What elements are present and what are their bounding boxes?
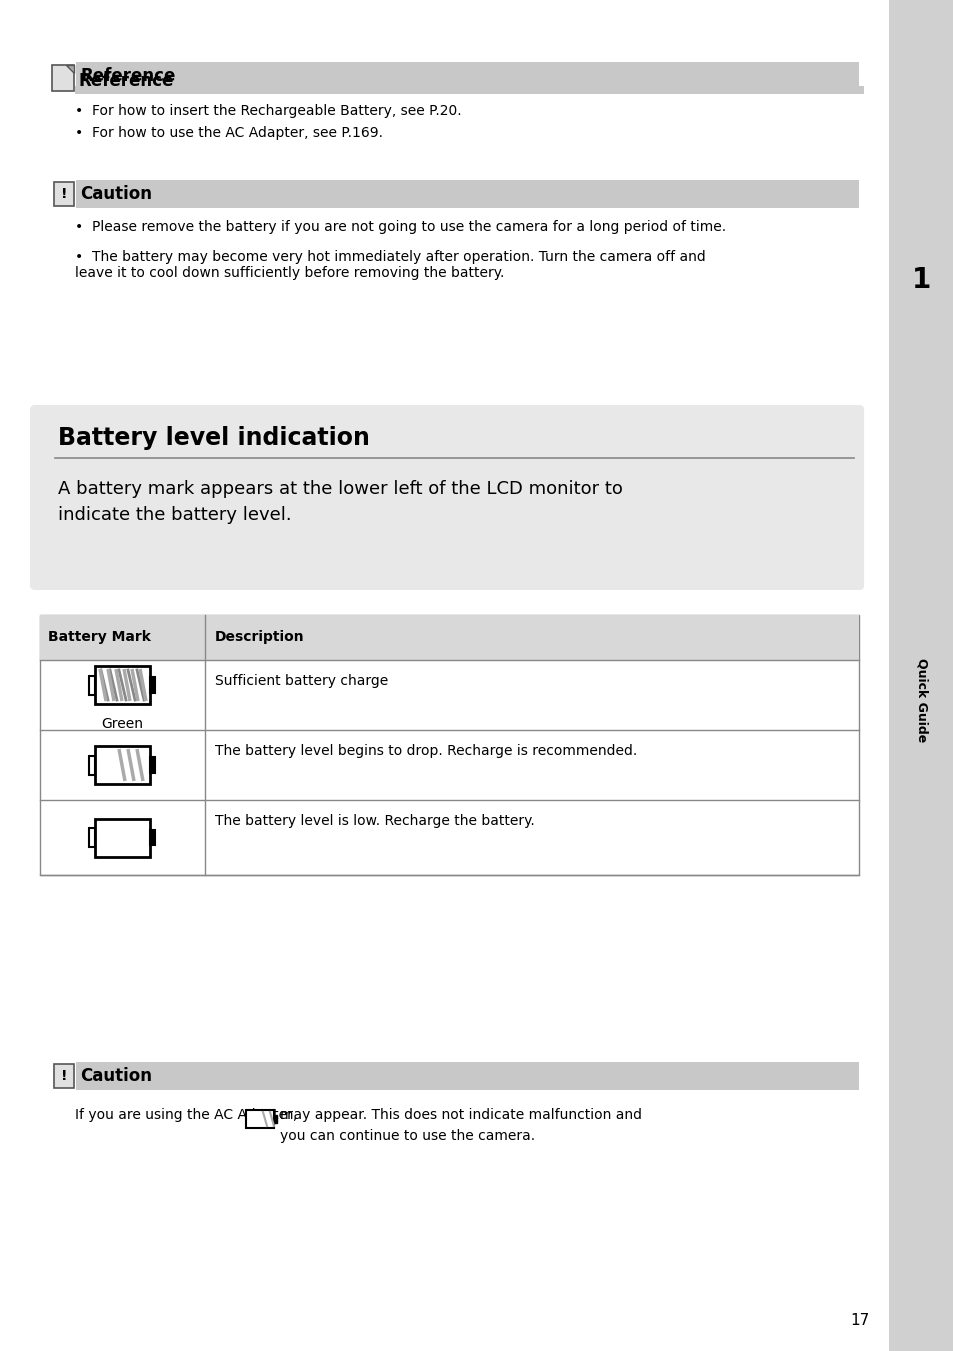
Bar xyxy=(95,666,150,704)
Text: Reference: Reference xyxy=(80,68,175,85)
Text: Quick Guide: Quick Guide xyxy=(914,658,927,742)
FancyBboxPatch shape xyxy=(54,1065,74,1088)
Bar xyxy=(89,755,95,774)
Text: Caution: Caution xyxy=(80,1067,152,1085)
Text: !: ! xyxy=(61,186,67,201)
Text: •  The battery may become very hot immediately after operation. Turn the camera : • The battery may become very hot immedi… xyxy=(75,250,705,280)
Text: A battery mark appears at the lower left of the LCD monitor to
indicate the batt: A battery mark appears at the lower left… xyxy=(58,480,622,524)
Bar xyxy=(40,615,859,875)
Text: The battery level begins to drop. Recharge is recommended.: The battery level begins to drop. Rechar… xyxy=(214,744,637,758)
Text: Green: Green xyxy=(101,717,143,731)
Text: may appear. This does not indicate malfunction and
you can continue to use the c: may appear. This does not indicate malfu… xyxy=(280,1108,641,1143)
Text: Sufficient battery charge: Sufficient battery charge xyxy=(214,674,388,688)
FancyBboxPatch shape xyxy=(76,62,859,91)
Polygon shape xyxy=(66,65,74,73)
Bar xyxy=(150,830,154,846)
Text: Caution: Caution xyxy=(80,185,152,203)
FancyBboxPatch shape xyxy=(54,182,74,205)
Text: •  For how to use the AC Adapter, see P.169.: • For how to use the AC Adapter, see P.1… xyxy=(75,126,382,141)
Bar xyxy=(150,677,154,693)
Bar xyxy=(246,1111,274,1128)
FancyBboxPatch shape xyxy=(75,86,862,95)
Bar xyxy=(95,746,150,784)
Bar xyxy=(150,758,154,773)
Bar xyxy=(98,669,147,701)
Bar xyxy=(95,819,150,857)
Text: Reference: Reference xyxy=(78,72,173,91)
Text: The battery level is low. Recharge the battery.: The battery level is low. Recharge the b… xyxy=(214,815,535,828)
Text: Description: Description xyxy=(214,631,304,644)
Bar xyxy=(89,676,95,694)
FancyBboxPatch shape xyxy=(52,65,74,91)
Text: •  Please remove the battery if you are not going to use the camera for a long p: • Please remove the battery if you are n… xyxy=(75,220,725,234)
FancyBboxPatch shape xyxy=(888,0,953,1351)
Bar xyxy=(274,1116,276,1123)
Text: 17: 17 xyxy=(849,1313,868,1328)
Text: •  For how to insert the Rechargeable Battery, see P.20.: • For how to insert the Rechargeable Bat… xyxy=(75,104,461,118)
Text: Battery level indication: Battery level indication xyxy=(58,426,370,450)
FancyBboxPatch shape xyxy=(83,86,863,95)
Bar xyxy=(89,828,95,847)
Bar xyxy=(40,615,859,661)
Text: 1: 1 xyxy=(911,266,930,295)
Text: !: ! xyxy=(61,1069,67,1084)
FancyBboxPatch shape xyxy=(76,1062,859,1090)
Bar xyxy=(247,1111,261,1127)
Text: Battery Mark: Battery Mark xyxy=(48,631,151,644)
FancyBboxPatch shape xyxy=(30,405,863,590)
Bar xyxy=(97,748,116,782)
Bar xyxy=(97,820,132,854)
FancyBboxPatch shape xyxy=(76,180,859,208)
Text: If you are using the AC Adapter,: If you are using the AC Adapter, xyxy=(75,1108,297,1121)
